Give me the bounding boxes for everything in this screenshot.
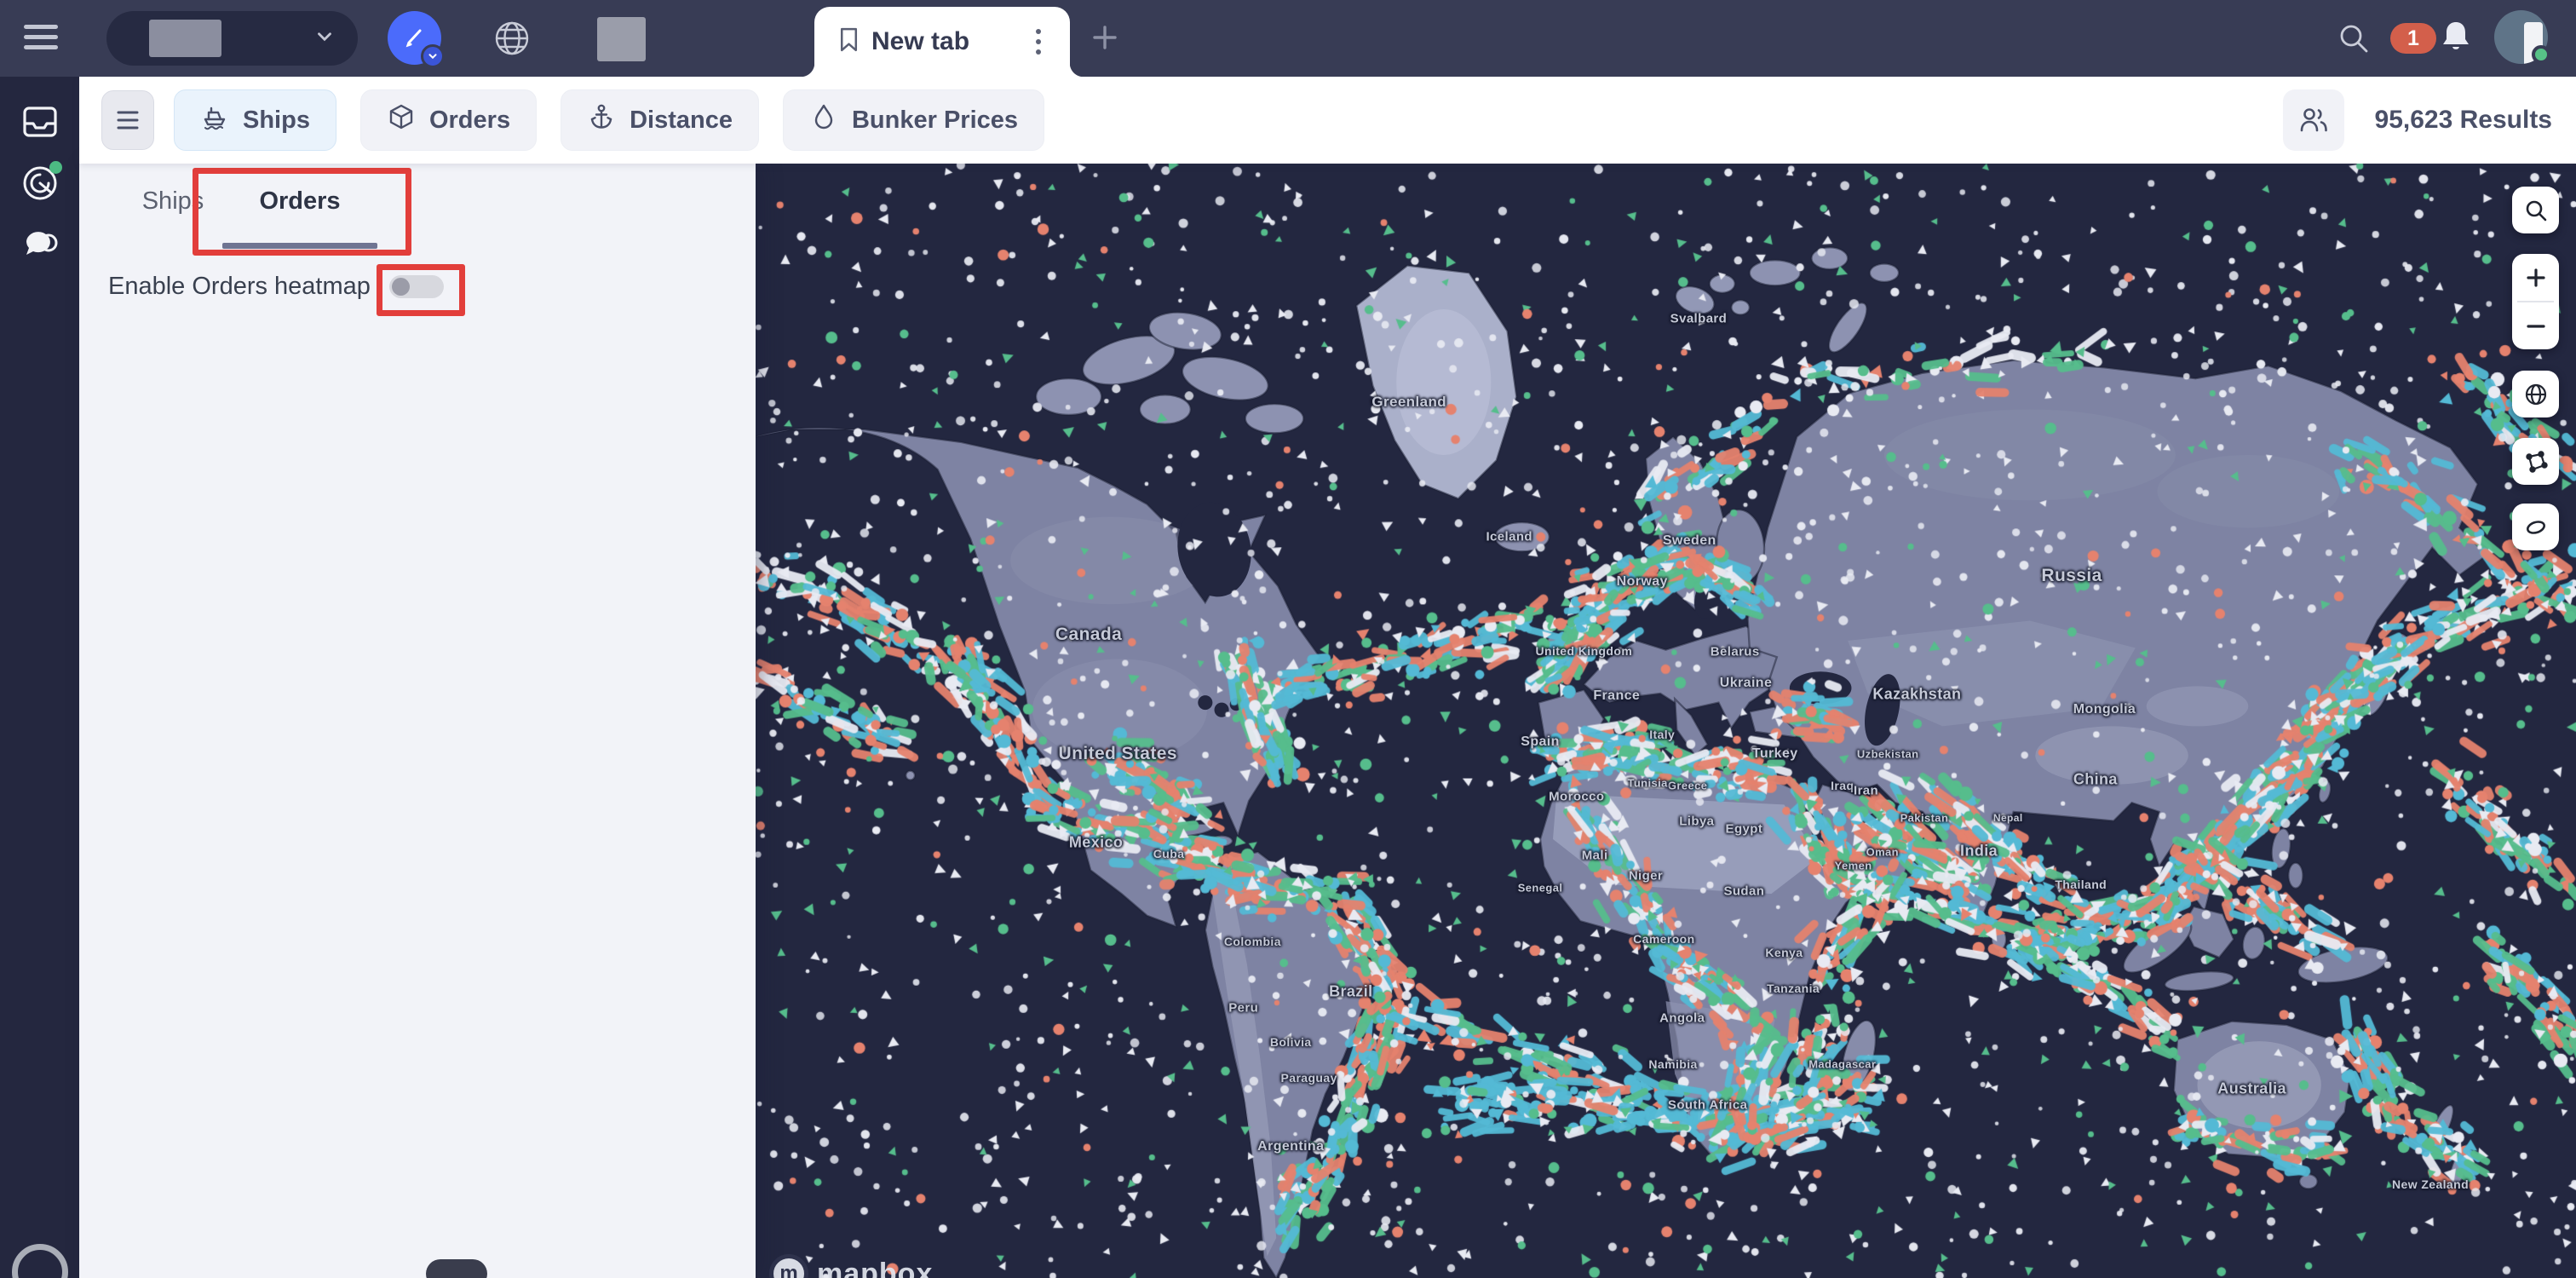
top-bar: New tab 1 — [0, 0, 2576, 77]
panel-tab-ships[interactable]: Ships — [113, 164, 233, 252]
results-count: 95,623 Results — [2374, 106, 2552, 134]
ships-button[interactable]: Ships — [174, 89, 336, 151]
left-rail — [0, 77, 79, 1278]
panel-tab-orders-label: Orders — [259, 187, 341, 215]
side-panel: Ships Orders Enable Orders heatmap — [79, 164, 756, 1278]
panel-tab-orders[interactable]: Orders — [219, 164, 381, 252]
zoom-divider — [2517, 301, 2554, 302]
zoom-control — [2512, 254, 2559, 349]
heatmap-toggle-label: Enable Orders heatmap — [108, 273, 371, 300]
map-projection-globe-button[interactable] — [2512, 371, 2559, 417]
polygon-select-button[interactable] — [2512, 438, 2559, 485]
app-placeholder-tile — [597, 17, 646, 61]
radar-logo-icon[interactable] — [20, 161, 62, 203]
ship-icon — [200, 102, 229, 138]
globe-icon[interactable] — [492, 19, 532, 62]
panel-tab-ships-label: Ships — [141, 187, 204, 215]
workspace: Ships Orders Enable Orders heatmap — [79, 164, 2576, 1278]
chat-icon[interactable] — [20, 225, 60, 264]
droplet-icon — [809, 102, 838, 138]
orders-heatmap-toggle[interactable] — [388, 275, 444, 298]
toggle-knob — [391, 278, 410, 296]
toolbar: Ships Orders — [79, 77, 2576, 164]
ship-markers-canvas[interactable] — [756, 164, 2576, 1278]
orders-button-label: Orders — [428, 106, 511, 134]
toolbar-right: 95,623 Results — [2282, 89, 2552, 151]
tool-buttons: Ships Orders — [174, 89, 1045, 151]
bookmark-icon — [838, 27, 860, 56]
chevron-badge-icon — [421, 44, 445, 68]
package-icon — [387, 102, 416, 138]
mapbox-wordmark: mapbox — [817, 1257, 934, 1278]
pencil-icon — [401, 22, 428, 54]
map-search-button[interactable] — [2512, 187, 2559, 233]
lasso-draw-button[interactable] — [2512, 504, 2559, 550]
bunker-prices-button[interactable]: Bunker Prices — [782, 89, 1045, 151]
workspace-dropdown[interactable] — [106, 11, 358, 66]
ships-button-label: Ships — [243, 106, 310, 134]
mapbox-attribution[interactable]: m mapbox — [769, 1254, 933, 1278]
chat-widget-peek[interactable] — [12, 1244, 68, 1278]
tab-menu-icon[interactable] — [1031, 24, 1046, 60]
hamburger-menu-icon[interactable] — [24, 25, 61, 52]
tab-title: New tab — [871, 27, 970, 55]
content-area: Ships Orders — [0, 77, 2576, 1278]
inbox-icon[interactable] — [20, 102, 60, 141]
anchor-icon — [587, 102, 616, 138]
bunker-prices-button-label: Bunker Prices — [851, 106, 1019, 134]
layers-list-button[interactable] — [101, 90, 154, 150]
heatmap-setting-row: Enable Orders heatmap — [108, 273, 444, 301]
distance-button[interactable]: Distance — [561, 89, 759, 151]
user-avatar[interactable] — [2494, 10, 2548, 64]
zoom-in-button[interactable] — [2512, 254, 2559, 301]
status-dot — [49, 161, 62, 174]
online-status-dot — [2532, 45, 2550, 64]
edit-avatar-button[interactable] — [388, 11, 445, 68]
orders-button[interactable]: Orders — [359, 89, 538, 151]
chevron-down-icon — [313, 26, 336, 52]
browser-tab[interactable]: New tab — [801, 7, 1084, 77]
panel-tab-bar: Ships Orders — [79, 164, 756, 252]
partial-widget-peek — [426, 1259, 487, 1278]
workspace-logo — [149, 20, 221, 57]
mapbox-logo-icon: m — [769, 1254, 808, 1278]
search-icon[interactable] — [2336, 20, 2372, 60]
zoom-out-button[interactable] — [2512, 302, 2559, 349]
main-column: Ships Orders — [79, 77, 2576, 1278]
distance-button-label: Distance — [630, 106, 733, 134]
bell-icon[interactable] — [2438, 19, 2474, 60]
notification-count-badge[interactable]: 1 — [2390, 23, 2436, 54]
people-results-button[interactable] — [2282, 89, 2344, 151]
world-map[interactable]: Greenland Svalbard Iceland Norway Sweden Russ… — [756, 164, 2576, 1278]
new-tab-plus-icon[interactable] — [1088, 20, 1122, 59]
